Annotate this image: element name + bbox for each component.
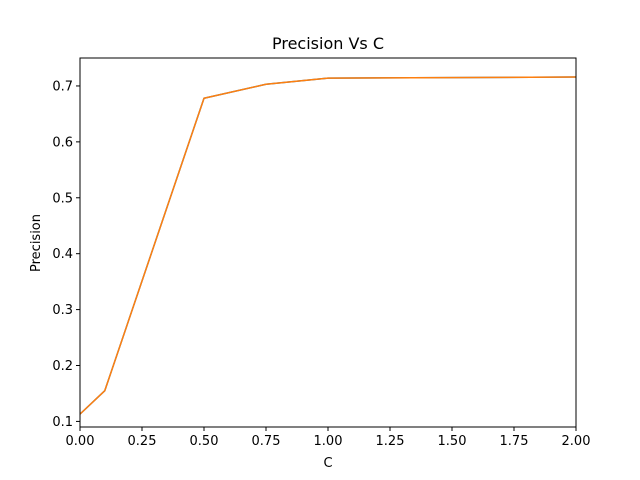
y-tick-label: 0.5 xyxy=(52,191,73,206)
x-tick-label: 0.25 xyxy=(128,434,157,449)
y-axis-label: Precision xyxy=(29,214,44,272)
x-tick-label: 2.00 xyxy=(562,434,591,449)
x-tick-label: 0.00 xyxy=(66,434,95,449)
series-line-2 xyxy=(79,76,577,415)
x-tick-label: 1.75 xyxy=(500,434,529,449)
y-tick-label: 0.3 xyxy=(52,303,73,318)
chart-title: Precision Vs C xyxy=(272,34,384,53)
x-tick-label: 1.25 xyxy=(376,434,405,449)
plot-area xyxy=(79,76,577,415)
y-tick-label: 0.4 xyxy=(52,247,73,262)
x-tick-label: 0.75 xyxy=(252,434,281,449)
x-tick-label: 1.00 xyxy=(314,434,343,449)
y-tick-label: 0.7 xyxy=(52,79,73,94)
x-axis-label: C xyxy=(323,456,332,471)
y-tick-label: 0.6 xyxy=(52,135,73,150)
x-tick-label: 0.50 xyxy=(190,434,219,449)
y-axis: 0.1 0.2 0.3 0.4 0.5 0.6 0.7 xyxy=(52,79,80,430)
x-axis: 0.00 0.25 0.50 0.75 1.00 1.25 1.50 1.75 2.00 xyxy=(66,427,591,449)
x-tick-label: 1.50 xyxy=(438,434,467,449)
y-tick-label: 0.1 xyxy=(52,415,73,430)
y-tick-label: 0.2 xyxy=(52,359,73,374)
